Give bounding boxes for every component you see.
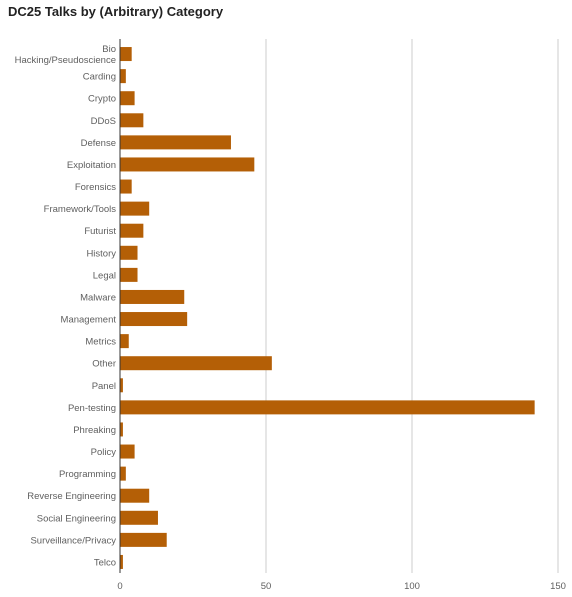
bar bbox=[120, 488, 150, 503]
bar bbox=[120, 179, 132, 194]
bar bbox=[120, 334, 129, 349]
category-label: Programming bbox=[59, 469, 116, 480]
category-label: Bio Hacking/Pseudoscience bbox=[15, 44, 116, 66]
category-label: Framework/Tools bbox=[44, 204, 117, 215]
category-label: Reverse Engineering bbox=[27, 491, 116, 502]
bar bbox=[120, 135, 231, 150]
bar bbox=[120, 400, 535, 415]
bar bbox=[120, 267, 138, 282]
category-label: History bbox=[86, 248, 116, 259]
category-label: Forensics bbox=[75, 182, 116, 193]
category-label: DDoS bbox=[91, 116, 116, 127]
x-tick-label: 100 bbox=[404, 581, 420, 592]
x-tick-label: 50 bbox=[261, 581, 272, 592]
gridlines bbox=[119, 39, 559, 573]
bar bbox=[120, 356, 272, 371]
category-label: Malware bbox=[80, 292, 116, 303]
chart-title: DC25 Talks by (Arbitrary) Category bbox=[8, 4, 224, 19]
bar bbox=[120, 113, 144, 128]
category-label: Exploitation bbox=[67, 160, 116, 171]
bar bbox=[120, 201, 150, 216]
x-tick-labels: 0 50 100 150 bbox=[117, 581, 566, 592]
x-tick-label: 150 bbox=[550, 581, 566, 592]
category-labels: Bio Hacking/Pseudoscience Carding Crypto DDo… bbox=[15, 44, 117, 568]
bar bbox=[120, 532, 167, 547]
category-label: Social Engineering bbox=[37, 513, 116, 524]
category-label: Futurist bbox=[84, 226, 116, 237]
bars bbox=[120, 47, 535, 569]
category-label: Metrics bbox=[85, 337, 116, 348]
category-label: Policy bbox=[91, 447, 117, 458]
bar bbox=[120, 312, 188, 327]
bar bbox=[120, 466, 126, 481]
bar bbox=[120, 289, 185, 304]
bar bbox=[120, 378, 123, 393]
category-label: Other bbox=[92, 359, 116, 370]
bar bbox=[120, 245, 138, 260]
bar bbox=[120, 91, 135, 106]
category-label: Panel bbox=[92, 381, 116, 392]
category-label: Carding bbox=[83, 72, 116, 83]
category-label: Pen-testing bbox=[68, 403, 116, 414]
x-tick-label: 0 bbox=[117, 581, 122, 592]
category-label: Surveillance/Privacy bbox=[30, 535, 116, 546]
bar bbox=[120, 422, 123, 437]
bar bbox=[120, 510, 158, 525]
category-label: Phreaking bbox=[73, 425, 116, 436]
category-label: Crypto bbox=[88, 94, 116, 105]
bar bbox=[120, 444, 135, 459]
bar bbox=[120, 69, 126, 84]
category-label: Defense bbox=[81, 138, 116, 149]
bar bbox=[120, 47, 132, 62]
bar bbox=[120, 157, 255, 172]
bar bbox=[120, 223, 144, 238]
category-label: Management bbox=[61, 315, 117, 326]
category-label: Legal bbox=[93, 270, 116, 281]
category-label: Telco bbox=[94, 557, 116, 568]
bar bbox=[120, 554, 123, 569]
